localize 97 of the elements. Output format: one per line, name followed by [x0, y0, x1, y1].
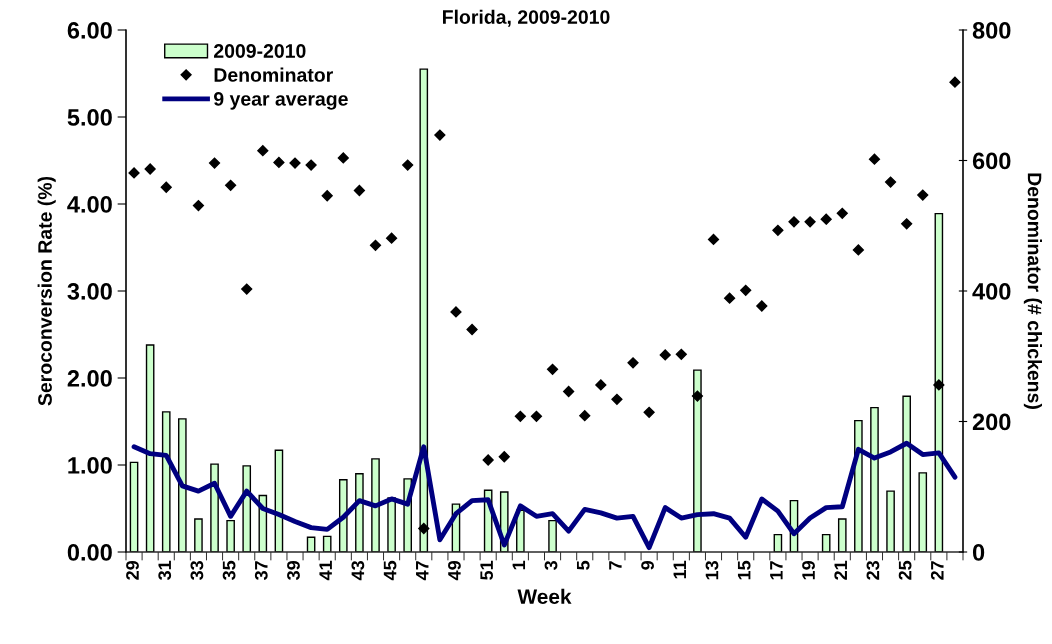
x-tick-label: 15 — [737, 560, 751, 580]
point — [160, 181, 172, 193]
x-tick-label: 51 — [480, 560, 494, 580]
point — [804, 216, 816, 228]
x-tick-label: 9 — [641, 561, 654, 570]
point — [836, 207, 848, 219]
y-tick-label: 4.00 — [67, 196, 112, 213]
point — [466, 323, 478, 336]
point — [579, 410, 591, 422]
point — [402, 159, 414, 171]
y2-tick-label: 200 — [972, 413, 1011, 431]
point — [305, 159, 317, 171]
point — [707, 233, 720, 246]
x-tick-label: 21 — [834, 560, 847, 580]
point — [756, 300, 768, 312]
point — [675, 348, 687, 360]
y-tick-label: 6.00 — [67, 22, 112, 39]
x-tick-label: 25 — [898, 560, 912, 580]
y-tick-label: 5.00 — [67, 109, 112, 126]
y2-tick-label: 400 — [972, 283, 1011, 300]
point — [257, 145, 269, 157]
point — [820, 213, 832, 225]
point — [546, 363, 559, 375]
x-tick-label: 5 — [576, 560, 590, 570]
y-axis-title: Seroconversion Rate (%) — [37, 176, 56, 406]
x-tick-label: 1 — [512, 560, 526, 570]
point — [289, 157, 301, 169]
point — [128, 167, 140, 179]
line-series — [131, 440, 958, 551]
chart-title: Florida, 2009-2010 — [443, 9, 610, 27]
point — [273, 156, 285, 169]
point — [514, 410, 526, 422]
point — [208, 157, 221, 169]
point — [659, 349, 671, 361]
point — [691, 390, 704, 402]
point — [949, 76, 961, 88]
point — [321, 190, 333, 202]
point — [772, 224, 784, 236]
legend-label: Denominator — [214, 67, 333, 82]
point — [241, 283, 253, 295]
point — [192, 199, 205, 212]
x-tick-label: 23 — [866, 560, 880, 580]
point — [611, 393, 623, 405]
y2-tick-label: 0 — [972, 544, 985, 561]
x-tick-label: 45 — [383, 560, 397, 581]
point — [852, 244, 864, 256]
point — [627, 357, 639, 369]
point — [434, 129, 446, 141]
x-tick-label: 43 — [351, 560, 365, 581]
y-tick-label: 2.00 — [67, 370, 112, 387]
y2-tick-label: 800 — [972, 22, 1011, 39]
x-tick-label: 11 — [673, 560, 686, 579]
x-tick-label: 37 — [254, 561, 268, 580]
point — [901, 218, 913, 230]
point — [788, 216, 800, 228]
point — [418, 522, 430, 535]
x-tick-label: 47 — [416, 561, 429, 581]
point — [563, 385, 575, 398]
x-tick-label: 19 — [802, 561, 815, 580]
point — [353, 184, 365, 197]
point — [643, 406, 655, 418]
x-tick-label: 17 — [770, 561, 783, 580]
y-tick-label: 1.00 — [68, 457, 112, 474]
point — [740, 284, 752, 296]
x-tick-label: 39 — [287, 561, 300, 580]
point — [595, 379, 607, 391]
x-tick-label: 31 — [158, 560, 172, 580]
point — [498, 451, 510, 463]
point — [225, 179, 237, 191]
point — [144, 163, 156, 175]
point — [385, 232, 398, 244]
x-tick-label: 3 — [544, 560, 558, 570]
y-tick-label: 0.00 — [67, 544, 112, 561]
x-tick-label: 27 — [930, 561, 944, 580]
x-axis-title: Week — [517, 588, 572, 605]
x-tick-label: 35 — [222, 560, 236, 580]
x-tick-label: 7 — [609, 561, 622, 570]
y2-axis-title: Denominator (# chickens) — [1023, 173, 1042, 409]
point — [450, 306, 462, 318]
point — [917, 189, 929, 201]
legend-label: 2009-2010 — [214, 44, 306, 58]
x-tick-label: 33 — [190, 560, 204, 580]
point — [884, 176, 897, 188]
point — [530, 410, 543, 422]
legend-label: 9 year average — [214, 92, 348, 110]
point — [369, 239, 382, 251]
point — [337, 152, 349, 164]
x-tick-label: 41 — [319, 560, 332, 581]
x-tick-label: 29 — [126, 561, 139, 580]
point — [724, 292, 736, 304]
x-tick-label: 49 — [448, 561, 461, 581]
x-tick-label: 13 — [705, 560, 719, 580]
point — [933, 379, 945, 391]
y-tick-label: 3.00 — [67, 283, 112, 300]
y2-tick-label: 600 — [972, 152, 1011, 170]
point — [868, 153, 881, 165]
point — [482, 454, 494, 466]
